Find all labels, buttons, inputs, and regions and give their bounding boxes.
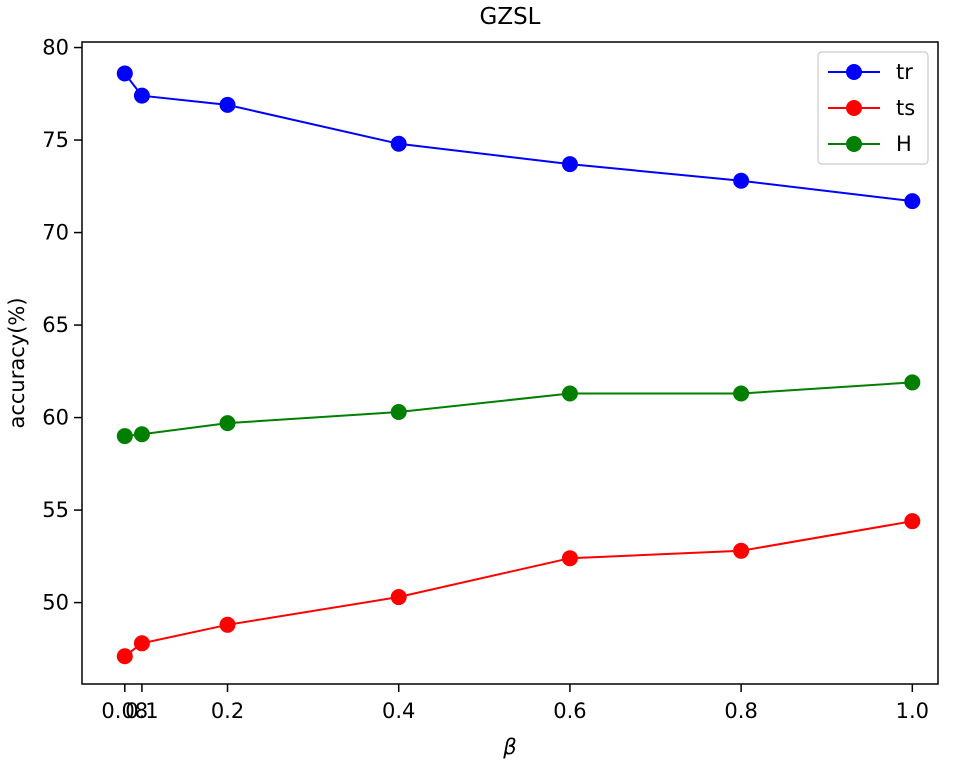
plot-frame	[81, 41, 939, 685]
data-point-tr	[904, 193, 921, 210]
y-tick-label: 55	[42, 498, 69, 522]
data-point-H	[219, 415, 236, 432]
legend-marker-H	[846, 136, 862, 152]
data-point-ts	[904, 513, 921, 530]
legend-label-tr: tr	[896, 60, 913, 84]
legend-marker-tr	[846, 64, 862, 80]
y-tick-label: 80	[42, 36, 69, 60]
data-point-H	[561, 385, 578, 402]
legend: tr ts H	[817, 51, 929, 165]
legend-label-H: H	[896, 132, 912, 156]
data-point-ts	[116, 648, 133, 665]
x-tick-label: 1.0	[896, 699, 929, 723]
x-tick-label: 0.4	[382, 699, 415, 723]
data-point-ts	[733, 542, 750, 559]
data-point-H	[904, 374, 921, 391]
data-point-H	[116, 428, 133, 445]
x-tick-label: 0.08	[101, 699, 148, 723]
y-tick-label: 75	[42, 128, 69, 152]
y-tick-label: 70	[42, 221, 69, 245]
plot-area	[116, 65, 921, 665]
series-line-ts	[124, 520, 913, 657]
data-point-tr	[116, 65, 133, 82]
y-axis-label: accuracy(%)	[5, 297, 29, 428]
data-point-tr	[733, 172, 750, 189]
data-point-tr	[219, 96, 236, 113]
data-point-ts	[219, 616, 236, 633]
x-tick-label: 0.1	[125, 699, 158, 723]
data-point-ts	[561, 550, 578, 567]
x-tick-label: 0.8	[724, 699, 757, 723]
x-axis-label: β	[502, 735, 516, 759]
legend-marker-ts	[846, 100, 862, 116]
x-axis: 0.080.1 0.2 0.4 0.6 0.8 1.0	[101, 684, 929, 723]
legend-label-ts: ts	[896, 96, 915, 120]
y-tick-label: 60	[42, 406, 69, 430]
y-tick-label: 50	[42, 591, 69, 615]
x-tick-label: 0.6	[553, 699, 586, 723]
chart-title: GZSL	[480, 4, 541, 30]
data-point-H	[133, 426, 150, 443]
data-point-tr	[133, 87, 150, 104]
y-tick-label: 65	[42, 313, 69, 337]
series-line-tr	[124, 72, 913, 203]
data-point-H	[733, 385, 750, 402]
data-point-ts	[133, 635, 150, 652]
data-point-H	[390, 404, 407, 421]
data-point-ts	[390, 589, 407, 606]
x-tick-label: 0.2	[211, 699, 244, 723]
series-line-H	[124, 381, 913, 438]
y-axis: 50 55 60 65 70 75 80	[42, 36, 82, 615]
data-point-tr	[390, 135, 407, 152]
data-point-tr	[561, 156, 578, 173]
